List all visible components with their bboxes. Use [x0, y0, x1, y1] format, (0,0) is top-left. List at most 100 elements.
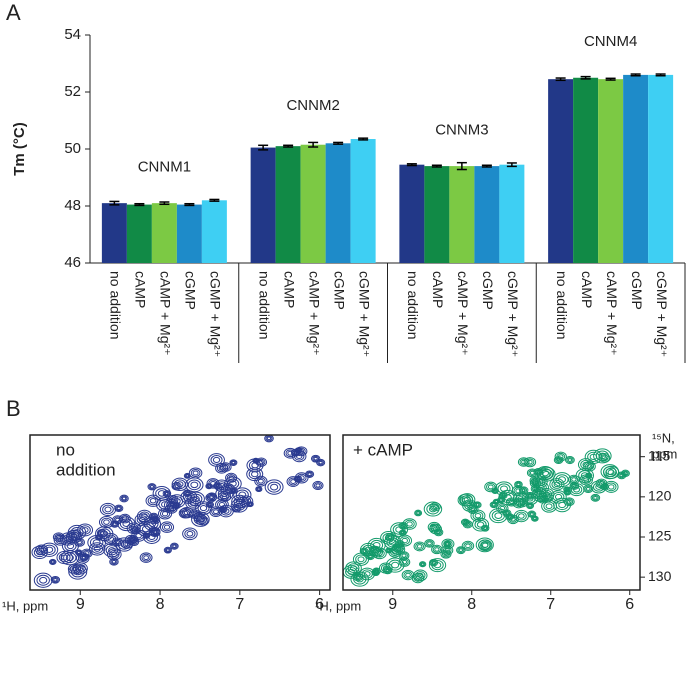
- group-label: CNNM3: [435, 122, 488, 139]
- contour-peak: [499, 498, 503, 502]
- error-bar: [506, 162, 517, 168]
- x-tick-label: no addition: [554, 271, 570, 340]
- contour-peak: [493, 489, 497, 493]
- contour-peak: [483, 526, 488, 530]
- contour-peak: [529, 470, 535, 475]
- contour-peak: [148, 484, 156, 490]
- bar: [449, 166, 475, 263]
- group-label: CNNM1: [138, 158, 191, 175]
- contour-peak: [216, 481, 228, 491]
- y-axis-label: ¹⁵N,: [652, 430, 675, 445]
- contour-peak: [184, 473, 190, 479]
- contour-peak: [429, 523, 442, 535]
- contour-peak: [50, 575, 61, 584]
- contour-peak: [206, 483, 212, 489]
- contour-peak: [96, 529, 107, 538]
- contour-peak: [211, 507, 221, 516]
- contour-peak: [141, 553, 151, 562]
- contour-peak: [104, 506, 112, 513]
- error-bar: [109, 200, 120, 206]
- error-bar: [555, 77, 566, 82]
- contour-peak: [173, 503, 180, 509]
- contour-peak: [565, 498, 574, 506]
- contour-peak: [187, 491, 205, 507]
- contour-peak: [533, 517, 537, 521]
- contour-peak: [294, 472, 309, 484]
- contour-peak: [192, 470, 199, 476]
- contour-peak: [363, 571, 371, 577]
- contour-peak: [472, 511, 484, 521]
- x-tick-label: cAMP + Mg²⁺: [306, 271, 322, 356]
- error-bar: [605, 77, 616, 81]
- x-tick-label: cAMP + Mg²⁺: [455, 271, 471, 356]
- contour-peak: [60, 550, 80, 566]
- contour-peak: [497, 504, 507, 512]
- contour-peak: [184, 529, 196, 539]
- contour-peak: [151, 516, 159, 523]
- contour-peak: [190, 510, 199, 518]
- contour-peak: [556, 452, 566, 461]
- contour-peak: [534, 488, 545, 498]
- contour-peak: [526, 493, 534, 499]
- contour-peak: [264, 479, 284, 495]
- contour-peak: [111, 537, 123, 547]
- contour-peak: [76, 550, 81, 554]
- contour-peak: [51, 576, 59, 583]
- error-bar: [431, 164, 442, 168]
- contour-peak: [525, 458, 535, 466]
- contour-peak: [531, 477, 539, 484]
- bar: [101, 203, 127, 263]
- contour-peak: [552, 472, 572, 487]
- contour-peak: [172, 544, 177, 548]
- contour-peak: [180, 490, 198, 504]
- x-tick-label: cGMP: [183, 271, 199, 310]
- contour-peak: [231, 494, 248, 509]
- contour-peak: [65, 554, 74, 562]
- contour-peak: [209, 494, 215, 499]
- contour-peak: [398, 557, 411, 567]
- contour-peak: [390, 522, 409, 537]
- contour-peak: [220, 506, 232, 516]
- contour-peak: [153, 518, 158, 522]
- contour-peak: [223, 464, 229, 470]
- contour-peak: [99, 531, 105, 536]
- contour-peak: [463, 520, 468, 524]
- contour-peak: [163, 546, 172, 554]
- contour-peak: [251, 471, 259, 478]
- contour-peak: [443, 551, 449, 557]
- group-label: CNNM4: [584, 33, 637, 50]
- contour-peak: [116, 506, 121, 511]
- x-tick-label: 6: [625, 596, 634, 613]
- contour-peak: [152, 517, 159, 522]
- contour-peak: [585, 472, 593, 479]
- contour-peak: [207, 493, 216, 501]
- error-bar: [333, 141, 344, 145]
- x-tick-label: cGMP + Mg²⁺: [356, 271, 372, 357]
- contour-peak: [152, 486, 171, 501]
- contour-peak: [528, 469, 537, 477]
- error-bar: [258, 144, 269, 151]
- contour-peak: [563, 497, 575, 507]
- contour-peak: [139, 552, 153, 563]
- contour-peak: [543, 501, 555, 511]
- contour-peak: [235, 498, 244, 505]
- contour-peak: [149, 484, 155, 489]
- contour-peak: [221, 494, 228, 500]
- contour-peak: [168, 506, 175, 511]
- contour-peak: [164, 547, 171, 553]
- contour-peak: [482, 525, 489, 531]
- contour-peak: [67, 524, 87, 540]
- contour-peak: [521, 488, 526, 493]
- contour-peak: [501, 493, 506, 498]
- contour-peak: [36, 574, 50, 586]
- contour-peak: [401, 537, 408, 544]
- contour-peak: [431, 560, 444, 571]
- contour-peak: [598, 481, 605, 486]
- contour-peak: [345, 561, 362, 575]
- contour-peak: [114, 504, 124, 513]
- contour-peak: [360, 548, 368, 555]
- contour-peak: [174, 503, 179, 508]
- contour-peak: [420, 562, 425, 566]
- contour-peak: [432, 526, 439, 532]
- bar: [573, 77, 599, 263]
